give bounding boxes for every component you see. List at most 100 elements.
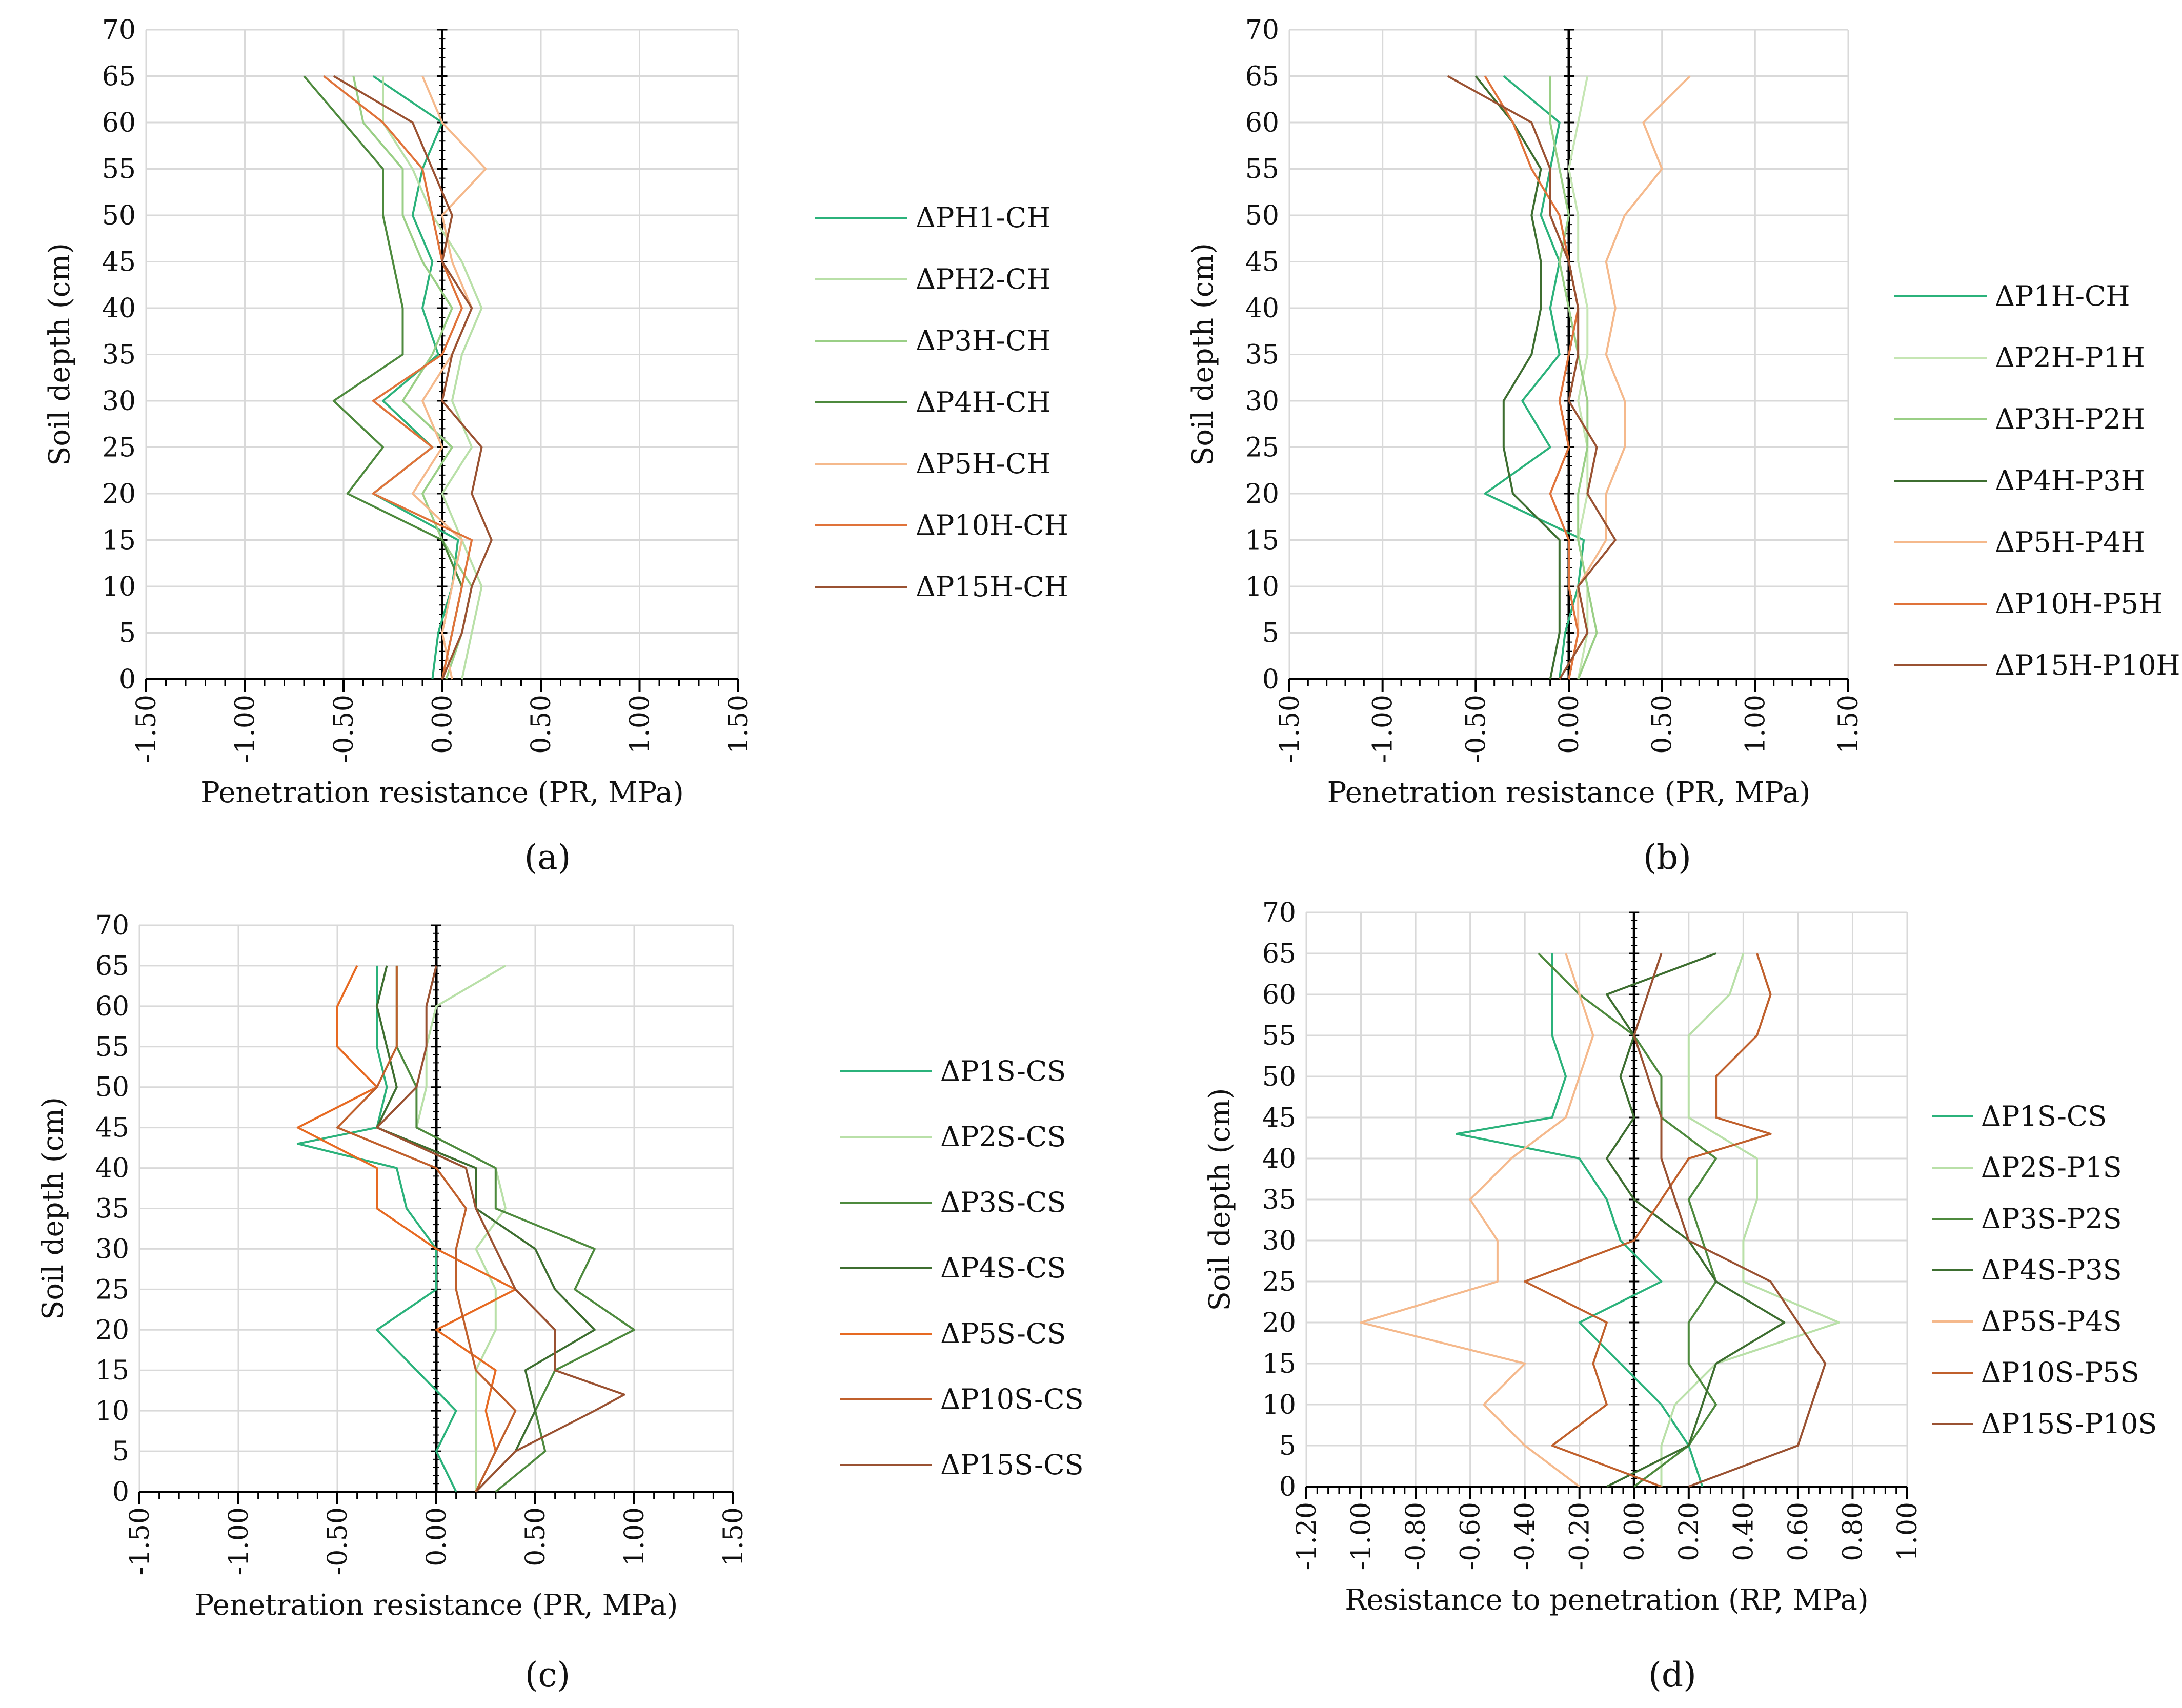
y-tick-label: 15 (95, 1355, 129, 1386)
y-tick-label: 45 (95, 1113, 129, 1144)
legend-label: ΔP4S-P3S (1981, 1254, 2122, 1286)
x-tick-label: 0.60 (1783, 1502, 1814, 1561)
y-tick-label: 0 (1262, 664, 1279, 695)
y-tick-label: 0 (112, 1477, 129, 1508)
y-tick-label: 50 (1245, 200, 1279, 231)
y-tick-label: 45 (102, 247, 136, 278)
series-line-4 (303, 75, 463, 680)
y-tick-label: 60 (1245, 108, 1279, 138)
y-tick-label: 10 (95, 1396, 129, 1427)
y-tick-label: 20 (102, 479, 136, 510)
y-tick-label: 70 (1262, 898, 1296, 928)
x-tick-label: 0.00 (1554, 695, 1585, 754)
y-tick-label: 10 (102, 572, 136, 602)
legend-label: ΔP15H-P10H (1995, 649, 2180, 681)
y-tick-label: 30 (95, 1234, 129, 1265)
series-line-7 (1447, 75, 1617, 680)
series-line-4 (376, 965, 596, 1493)
legend-label: ΔP2S-P1S (1981, 1151, 2122, 1184)
y-axis-title: Soil depth (cm) (1186, 243, 1220, 466)
legend-label: ΔP1S-CS (1981, 1100, 2107, 1132)
y-tick-label: 60 (95, 991, 129, 1022)
x-tick-label: 1.50 (723, 695, 754, 754)
legend-label: ΔP10H-P5H (1995, 587, 2163, 620)
legend-label: ΔP2H-P1H (1995, 341, 2145, 374)
legend-label: ΔP15S-CS (940, 1449, 1084, 1481)
y-tick-label: 45 (1245, 247, 1279, 278)
legend-label: ΔP5H-CH (916, 448, 1050, 480)
legend-label: ΔP3H-P2H (1995, 403, 2145, 435)
legend-label: ΔP10S-CS (940, 1383, 1084, 1415)
x-tick-label: 1.00 (619, 1507, 650, 1567)
y-tick-label: 35 (1245, 340, 1279, 371)
x-tick-label: 0.50 (1647, 695, 1678, 754)
series-line-6 (336, 965, 517, 1492)
series-line-5 (411, 75, 487, 680)
x-tick-label: 1.00 (1892, 1502, 1923, 1561)
y-tick-label: 30 (102, 386, 136, 417)
chart-panel-4: 0 5 10 15 20 25 30 35 40 45 50 55 60 65 70 -1.20 -1.00 -0… (1203, 898, 2157, 1695)
y-tick-label: 5 (119, 618, 136, 649)
series-line-2 (382, 76, 483, 680)
x-tick-label: -0.50 (1461, 695, 1491, 763)
x-tick-label: 0.00 (1619, 1502, 1650, 1561)
legend-label: ΔP10H-CH (916, 509, 1068, 541)
x-tick-label: 1.50 (1833, 695, 1864, 754)
x-tick-label: -0.20 (1565, 1502, 1595, 1570)
legend-label: ΔP3S-CS (940, 1186, 1066, 1218)
x-tick-label: -0.60 (1456, 1502, 1486, 1570)
x-axis-title: Penetration resistance (PR, MPa) (195, 1589, 678, 1622)
y-tick-label: 55 (102, 154, 136, 185)
legend-label: ΔP4H-CH (916, 386, 1050, 418)
y-tick-label: 55 (1262, 1021, 1296, 1051)
y-tick-label: 15 (1245, 525, 1279, 556)
legend-label: ΔPH1-CH (916, 201, 1050, 234)
y-tick-label: 30 (1245, 386, 1279, 417)
y-tick-label: 25 (102, 433, 136, 463)
y-tick-label: 55 (95, 1032, 129, 1063)
y-tick-label: 25 (1262, 1267, 1296, 1297)
x-tick-label: -0.50 (329, 695, 359, 763)
chart-panel-3: 0 5 10 15 20 25 30 35 40 45 50 55 60 65 70 -1.50 -1.00 -0… (36, 910, 1084, 1695)
y-tick-label: 65 (1262, 939, 1296, 969)
legend-label: ΔP5H-P4H (1995, 526, 2145, 558)
y-tick-label: 65 (95, 951, 129, 982)
y-tick-label: 50 (1262, 1062, 1296, 1092)
panel-label: (d) (1648, 1655, 1696, 1695)
x-tick-label: -1.20 (1291, 1502, 1322, 1570)
y-tick-label: 5 (1279, 1431, 1296, 1461)
series-line-4 (1606, 952, 1786, 1488)
x-tick-label: 1.00 (625, 695, 656, 754)
legend-label: ΔP5S-CS (940, 1317, 1066, 1350)
series-line-1 (296, 965, 457, 1492)
x-tick-label: 0.80 (1837, 1502, 1868, 1561)
legend-label: ΔP10S-P5S (1981, 1356, 2139, 1389)
series-line-1 (1456, 953, 1704, 1487)
legend-label: ΔP2S-CS (940, 1121, 1066, 1153)
y-tick-label: 40 (95, 1153, 129, 1184)
x-tick-label: 0.00 (421, 1507, 452, 1567)
y-tick-label: 45 (1262, 1103, 1296, 1133)
series-line-3 (395, 965, 635, 1493)
panel-label: (b) (1643, 838, 1691, 877)
series-line-2 (1660, 953, 1840, 1487)
panel-label: (c) (525, 1655, 570, 1695)
y-tick-label: 40 (1245, 293, 1279, 324)
x-tick-label: 0.00 (428, 695, 458, 754)
x-tick-label: -1.00 (1346, 1502, 1377, 1570)
x-tick-label: 1.50 (718, 1507, 749, 1567)
series-line-7 (1633, 953, 1827, 1488)
series-line-7 (333, 75, 493, 680)
x-tick-label: -1.00 (224, 1507, 254, 1575)
chart-panel-2: 0 5 10 15 20 25 30 35 40 45 50 55 60 65 70 -1.50 -1.00 -0… (1186, 15, 2180, 877)
y-tick-label: 40 (102, 293, 136, 324)
y-tick-label: 20 (95, 1315, 129, 1346)
y-tick-label: 20 (1262, 1308, 1296, 1338)
legend-label: ΔP4S-CS (940, 1252, 1066, 1284)
series-line-5 (1360, 953, 1594, 1488)
series-line-6 (323, 75, 473, 680)
y-tick-label: 70 (102, 15, 136, 46)
y-tick-label: 25 (95, 1274, 129, 1305)
legend-label: ΔP1S-CS (940, 1055, 1066, 1087)
